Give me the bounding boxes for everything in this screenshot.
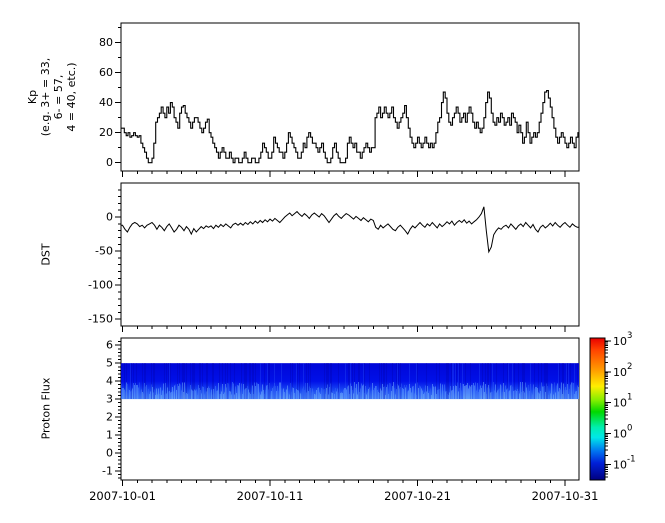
kp-line [121,90,579,164]
kp-y-tick-label: 40 [99,96,113,109]
kp-y-tick-label: 20 [99,126,113,139]
proton-flux-y-axis-label: Proton Flux [39,377,53,440]
dst-y-tick-label: -150 [88,313,113,326]
dst-y-tick-label: -50 [95,245,113,258]
flux-panel: -1 0 1 2 3 4 5 6 [102,337,580,486]
kp-y-tick-label: 60 [99,66,113,79]
colorbar-tick-label: 101 [613,393,632,410]
flux-y-tick-label: 3 [106,393,113,406]
kp-y-axis-label: Kp (e.g. 3+ = 33, 6- = 57, 4 = 40, etc.) [26,57,78,137]
flux-y-tick-label: 2 [106,411,113,424]
kp-y-tick-label: 0 [106,156,113,169]
dst-y-tick-label: 0 [106,211,113,224]
flux-y-tick-label: 0 [106,447,113,460]
x-tick-label: 2007-10-11 [237,489,304,503]
dst-frame [120,182,580,327]
flux-y-tick-label: 5 [106,357,113,370]
flux-frame [120,337,580,481]
flux-y-tick-label: -1 [102,465,113,478]
dst-y-axis-label: DST [39,243,53,266]
proton-flux-band [121,363,579,400]
dst-panel: 0 -50 -100 -150 [88,182,580,332]
colorbar-tick-label: 100 [613,424,632,441]
x-tick-label: 2007-10-21 [384,489,451,503]
colorbar-tick-label: 103 [613,331,632,348]
colorbar-gradient [589,337,606,481]
dst-y-tick-label: -100 [88,279,113,292]
x-tick-label: 2007-10-01 [89,489,156,503]
kp-y-tick-label: 80 [99,36,113,49]
colorbar: 103 102 101 100 10-1 [589,331,635,481]
flux-y-tick-label: 1 [106,429,113,442]
dst-line [121,206,579,254]
flux-y-tick-label: 4 [106,375,113,388]
kp-panel: 0 20 40 60 80 [99,22,580,177]
x-tick-label: 2007-10-31 [532,489,599,503]
kp-frame [120,22,580,172]
flux-y-tick-label: 6 [106,339,113,352]
colorbar-tick-label: 102 [613,362,632,379]
colorbar-tick-label: 10-1 [613,455,635,472]
